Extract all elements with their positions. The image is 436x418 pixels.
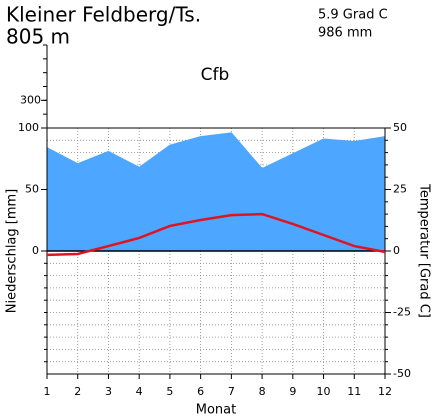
x-tick-label: 2 xyxy=(74,385,81,398)
y2-axis-label: Temperatur [Grad C] xyxy=(417,183,432,318)
x-tick-label: 5 xyxy=(166,385,173,398)
y-tick-label: 0 xyxy=(32,244,39,257)
upper-tick-label: 300 xyxy=(20,93,41,106)
y-axis-label: Niederschlag [mm] xyxy=(5,189,20,314)
x-tick-label: 12 xyxy=(378,385,392,398)
climate-class: Cfb xyxy=(201,65,230,85)
x-tick-label: 7 xyxy=(228,385,235,398)
x-tick-label: 4 xyxy=(136,385,143,398)
x-axis-label: Monat xyxy=(196,403,236,418)
y-tick-label: 100 xyxy=(18,121,39,134)
x-tick-label: 10 xyxy=(317,385,331,398)
annual-precipitation: 986 mm xyxy=(318,26,372,41)
x-tick-label: 11 xyxy=(347,385,361,398)
y2-tick-label: -50 xyxy=(393,367,411,380)
x-tick-label: 1 xyxy=(44,385,51,398)
y2-tick-label: -25 xyxy=(393,306,411,319)
x-tick-label: 6 xyxy=(197,385,204,398)
mean-temperature: 5.9 Grad C xyxy=(318,8,388,23)
chart-subtitle: 805 m xyxy=(6,25,70,49)
y2-tick-label: 50 xyxy=(393,121,407,134)
chart-title: Kleiner Feldberg/Ts. xyxy=(6,3,201,27)
precipitation-area xyxy=(46,132,386,252)
x-tick-label: 9 xyxy=(289,385,296,398)
y-tick-label: 50 xyxy=(25,183,39,196)
y2-tick-label: 25 xyxy=(393,183,407,196)
y2-tick-label: 0 xyxy=(393,244,400,257)
temperature-line xyxy=(46,212,386,257)
x-tick-label: 3 xyxy=(105,385,112,398)
x-tick-label: 8 xyxy=(259,385,266,398)
